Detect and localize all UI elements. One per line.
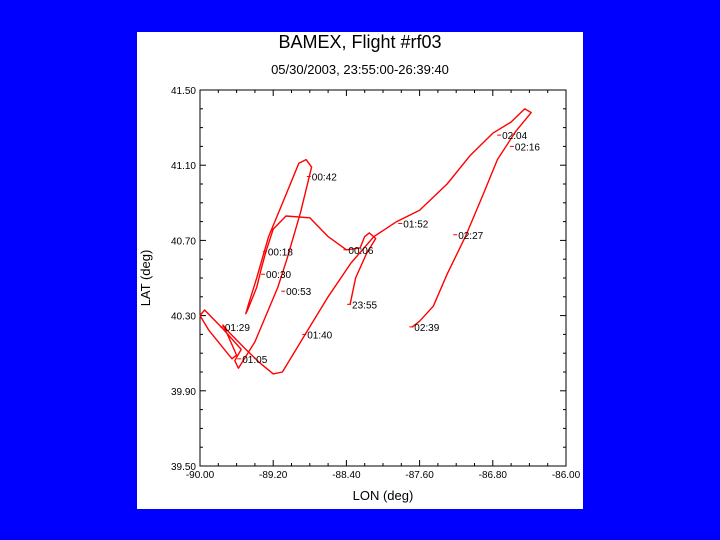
- time-marker-label: 02:04: [502, 131, 527, 142]
- time-marker-label: 00:30: [266, 270, 291, 281]
- y-axis-label: LAT (deg): [138, 250, 153, 307]
- x-tick-label: -86.80: [479, 470, 508, 481]
- flight-track-chart: -90.00 -89.20 -88.40 -87.60 -86.80 -86.00 39.5…: [138, 86, 581, 503]
- x-tick-label: -86.00: [552, 470, 581, 481]
- y-tick-label: 41.10: [171, 161, 196, 172]
- x-axis-label: LON (deg): [353, 488, 414, 503]
- y-tick-label: 41.50: [171, 86, 196, 97]
- time-marker-label: 02:27: [458, 231, 483, 242]
- y-tick-label: 39.90: [171, 387, 196, 398]
- time-marker-label: 00:06: [348, 246, 373, 257]
- x-tick-label: -88.40: [332, 470, 361, 481]
- time-marker-label: 01:40: [307, 330, 332, 341]
- y-tick-label: 40.30: [171, 312, 196, 323]
- x-tick-label: -90.00: [186, 470, 215, 481]
- y-tick-label: 40.70: [171, 236, 196, 247]
- time-marker-label: 01:29: [225, 323, 250, 334]
- chart-subtitle: 05/30/2003, 23:55:00-26:39:40: [271, 62, 449, 77]
- time-marker-label: 01:05: [242, 355, 267, 366]
- time-marker-label: 02:39: [414, 323, 439, 334]
- time-marker-label: 00:18: [268, 248, 293, 259]
- time-marker-label: 23:55: [352, 300, 377, 311]
- flight-track-line: [199, 108, 532, 375]
- y-tick-label: 39.50: [171, 462, 196, 473]
- x-tick-label: -87.60: [405, 470, 434, 481]
- time-marker-label: 00:53: [286, 287, 311, 298]
- chart-panel: BAMEX, Flight #rf03 05/30/2003, 23:55:00…: [137, 32, 583, 509]
- time-marker-label: 00:42: [312, 172, 337, 183]
- x-tick-label: -89.20: [259, 470, 288, 481]
- chart-title: BAMEX, Flight #rf03: [278, 32, 442, 52]
- time-marker-label: 01:52: [403, 219, 428, 230]
- time-marker-label: 02:16: [515, 142, 540, 153]
